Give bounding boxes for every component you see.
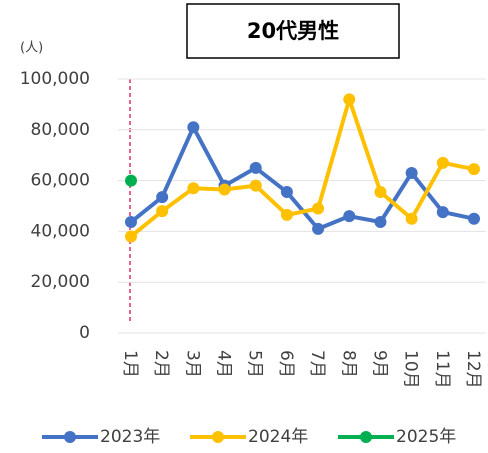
data-point bbox=[405, 212, 418, 225]
data-point bbox=[125, 230, 137, 243]
x-tick-label: 9月 bbox=[369, 350, 389, 378]
data-point bbox=[343, 93, 356, 106]
legend-marker bbox=[64, 431, 76, 443]
y-tick-label: 0 bbox=[79, 323, 90, 343]
data-point bbox=[280, 208, 293, 221]
data-point bbox=[436, 206, 449, 219]
x-tick-label: 2月 bbox=[151, 350, 171, 378]
data-point bbox=[249, 179, 262, 192]
legend-label: 2024年 bbox=[248, 427, 308, 447]
y-tick-label: 100,000 bbox=[20, 69, 90, 89]
data-point bbox=[280, 186, 293, 199]
data-point bbox=[312, 222, 325, 235]
data-point bbox=[436, 156, 449, 169]
y-tick-label: 40,000 bbox=[31, 221, 90, 241]
x-tick-label: 1月 bbox=[120, 350, 140, 378]
x-tick-label: 7月 bbox=[307, 350, 327, 378]
x-tick-label: 3月 bbox=[182, 350, 202, 378]
data-point bbox=[468, 212, 480, 225]
series-line bbox=[129, 97, 475, 239]
legend-marker bbox=[360, 431, 372, 443]
data-point bbox=[125, 174, 137, 187]
y-tick-label: 60,000 bbox=[31, 171, 90, 191]
data-point bbox=[218, 183, 231, 196]
x-tick-label: 4月 bbox=[214, 350, 234, 378]
data-point bbox=[187, 121, 200, 134]
y-unit: (人) bbox=[20, 41, 43, 56]
x-tick-label: 12月 bbox=[463, 350, 483, 389]
legend-marker bbox=[212, 431, 224, 443]
data-point bbox=[343, 210, 356, 223]
data-point bbox=[405, 166, 418, 179]
x-tick-label: 11月 bbox=[432, 350, 452, 389]
data-point bbox=[156, 205, 169, 218]
chart-title: 20代男性 bbox=[247, 19, 339, 43]
x-tick-label: 10月 bbox=[401, 350, 421, 389]
data-point bbox=[187, 182, 200, 195]
data-point bbox=[374, 216, 387, 229]
x-tick-label: 6月 bbox=[276, 350, 296, 378]
title-box bbox=[186, 3, 400, 59]
data-point bbox=[125, 216, 137, 229]
data-point bbox=[156, 191, 169, 204]
legend-label: 2023年 bbox=[100, 427, 160, 447]
legend-label: 2025年 bbox=[396, 427, 456, 447]
data-point bbox=[312, 202, 325, 215]
y-tick-label: 20,000 bbox=[31, 272, 90, 292]
data-point bbox=[374, 186, 387, 199]
x-tick-label: 5月 bbox=[245, 350, 265, 378]
data-point bbox=[468, 163, 480, 176]
data-point bbox=[249, 161, 262, 174]
y-tick-label: 80,000 bbox=[31, 120, 90, 140]
x-tick-label: 8月 bbox=[338, 350, 358, 378]
